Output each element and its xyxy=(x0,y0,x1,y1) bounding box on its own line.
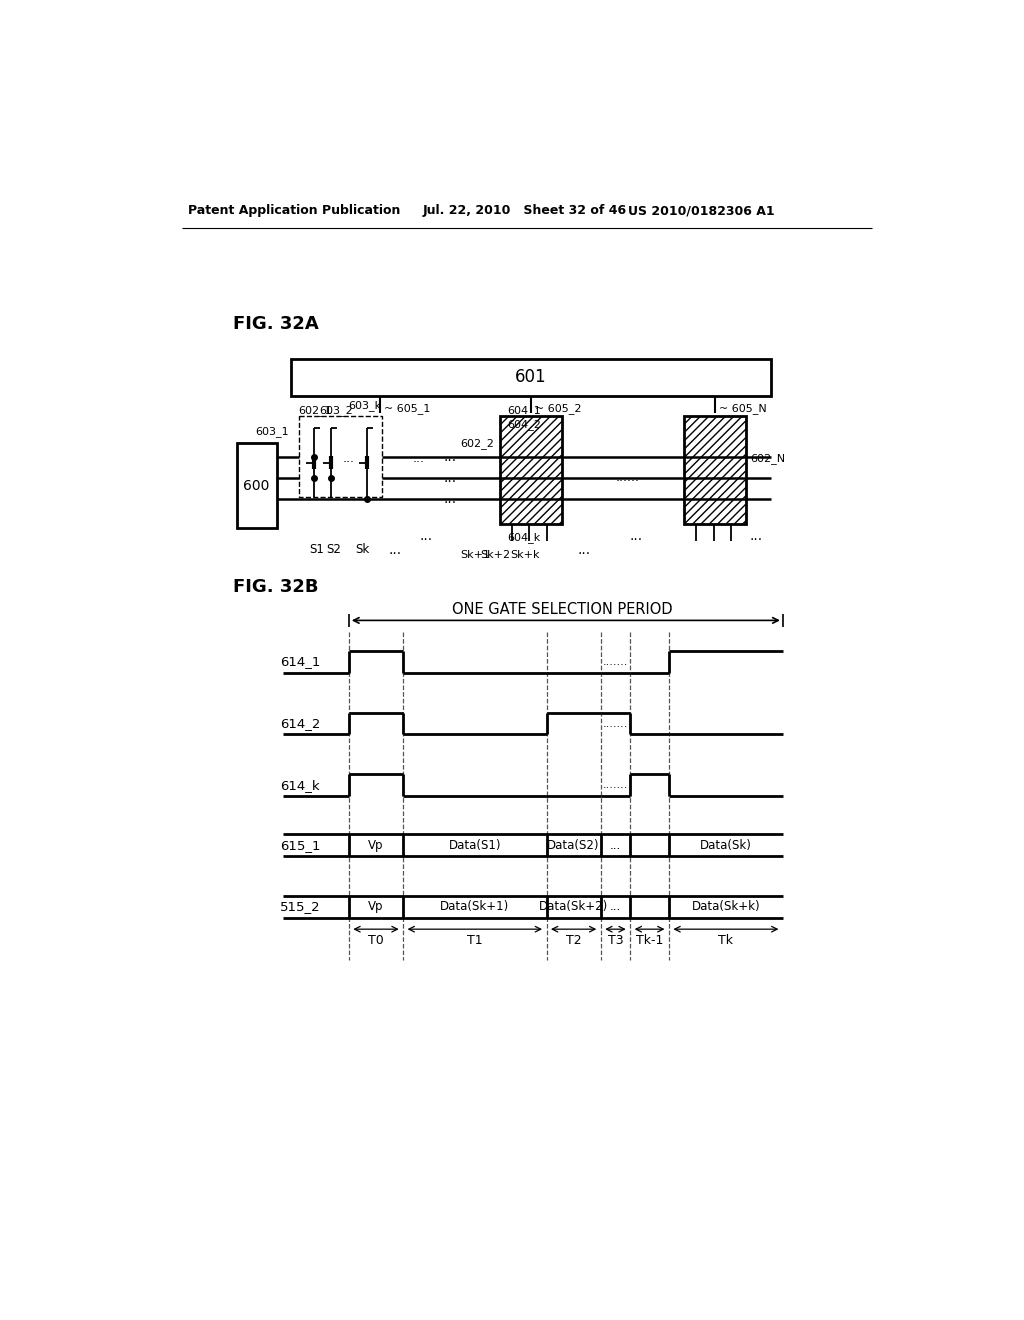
Text: 604_k: 604_k xyxy=(508,532,541,543)
Text: .......: ....... xyxy=(603,718,628,729)
Text: 614_1: 614_1 xyxy=(280,656,321,668)
Text: .......: ....... xyxy=(603,780,628,791)
Text: Data(Sk+2): Data(Sk+2) xyxy=(539,900,608,913)
Text: Data(Sk+k): Data(Sk+k) xyxy=(691,900,760,913)
Text: FIG. 32A: FIG. 32A xyxy=(232,315,318,333)
Text: T1: T1 xyxy=(467,935,482,948)
Bar xyxy=(500,416,562,524)
Text: ~ 605_1: ~ 605_1 xyxy=(384,403,430,414)
Text: Patent Application Publication: Patent Application Publication xyxy=(188,205,400,218)
Text: Vp: Vp xyxy=(369,900,384,913)
Text: T3: T3 xyxy=(607,935,624,948)
Bar xyxy=(299,416,382,498)
Text: ...: ... xyxy=(443,492,456,506)
Text: 602_2: 602_2 xyxy=(460,438,494,449)
Bar xyxy=(237,444,276,528)
Text: ......: ...... xyxy=(615,471,640,484)
Text: T2: T2 xyxy=(566,935,582,948)
Text: ...: ... xyxy=(610,838,622,851)
Bar xyxy=(291,359,771,396)
Text: 615_1: 615_1 xyxy=(280,838,321,851)
Bar xyxy=(684,416,746,524)
Text: .......: ....... xyxy=(603,657,628,667)
Text: ...: ... xyxy=(413,453,425,465)
Text: ...: ... xyxy=(750,529,762,543)
Text: Data(S1): Data(S1) xyxy=(449,838,501,851)
Text: 602_N: 602_N xyxy=(751,453,785,465)
Text: 602_1: 602_1 xyxy=(299,405,333,416)
Text: Tk: Tk xyxy=(719,935,733,948)
Text: S1: S1 xyxy=(309,543,324,556)
Text: Data(S2): Data(S2) xyxy=(548,838,600,851)
Text: 604_2: 604_2 xyxy=(508,420,542,430)
Text: Data(Sk): Data(Sk) xyxy=(700,838,752,851)
Text: ~ 605_N: ~ 605_N xyxy=(719,403,766,414)
Text: 515_2: 515_2 xyxy=(280,900,321,913)
Text: T0: T0 xyxy=(368,935,384,948)
Text: ...: ... xyxy=(629,529,642,543)
Text: FIG. 32B: FIG. 32B xyxy=(232,578,318,597)
Text: ~ 605_2: ~ 605_2 xyxy=(535,403,582,414)
Text: 600: 600 xyxy=(244,479,270,492)
Text: 603_2: 603_2 xyxy=(318,405,352,416)
Text: Sk+2: Sk+2 xyxy=(480,550,510,560)
Text: 604_1: 604_1 xyxy=(508,405,542,416)
Text: 614_2: 614_2 xyxy=(280,717,321,730)
Text: Data(Sk+1): Data(Sk+1) xyxy=(440,900,509,913)
Text: ...: ... xyxy=(420,529,433,543)
Text: Tk-1: Tk-1 xyxy=(636,935,664,948)
Text: 601: 601 xyxy=(515,368,547,385)
Text: Jul. 22, 2010   Sheet 32 of 46: Jul. 22, 2010 Sheet 32 of 46 xyxy=(423,205,627,218)
Text: ONE GATE SELECTION PERIOD: ONE GATE SELECTION PERIOD xyxy=(452,602,673,618)
Text: Sk: Sk xyxy=(355,543,370,556)
Text: ...: ... xyxy=(610,900,622,913)
Text: 603_k: 603_k xyxy=(348,400,381,411)
Text: US 2010/0182306 A1: US 2010/0182306 A1 xyxy=(628,205,774,218)
Text: ...: ... xyxy=(443,450,456,465)
Text: ...: ... xyxy=(578,543,590,557)
Text: 614_k: 614_k xyxy=(281,779,321,792)
Text: ...: ... xyxy=(443,471,456,484)
Text: Sk+k: Sk+k xyxy=(510,550,540,560)
Text: Vp: Vp xyxy=(369,838,384,851)
Text: ...: ... xyxy=(343,453,355,465)
Text: ...: ... xyxy=(389,543,402,557)
Text: 603_1: 603_1 xyxy=(256,426,289,437)
Text: S2: S2 xyxy=(326,543,341,556)
Text: Sk+1: Sk+1 xyxy=(460,550,490,560)
